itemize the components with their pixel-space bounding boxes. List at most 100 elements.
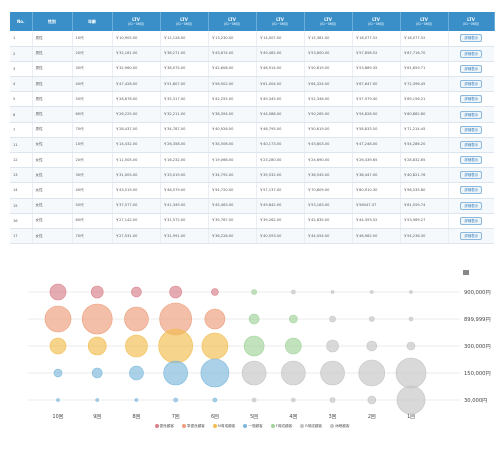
bubble-point[interactable]: [320, 360, 345, 386]
bubble-point[interactable]: [251, 397, 257, 403]
ltv-cell: ￥57,137.00: [256, 182, 305, 199]
gender-cell: 男性: [32, 61, 73, 78]
bubble-point[interactable]: [326, 339, 339, 353]
ltv-cell: ￥36,545.00: [304, 167, 353, 184]
age-cell: 50代: [72, 198, 113, 214]
detail-button[interactable]: 詳細表示: [460, 110, 483, 119]
ltv-cell: ￥67,647.00: [352, 76, 401, 93]
ltv-cell: ￥11,505.00: [112, 152, 161, 169]
bubble-point[interactable]: [285, 337, 302, 355]
detail-button[interactable]: 詳細表示: [460, 34, 483, 43]
bubble-point[interactable]: [95, 398, 100, 402]
bubble-point[interactable]: [211, 288, 219, 296]
bubble-point[interactable]: [134, 398, 139, 402]
age-cell: 10代: [72, 31, 113, 47]
detail-button[interactable]: 詳細表示: [460, 232, 483, 241]
detail-cell: 詳細表示: [448, 122, 494, 138]
bubble-point[interactable]: [204, 308, 226, 330]
column-header-2: 年齢: [72, 12, 113, 31]
detail-button[interactable]: 詳細表示: [460, 140, 483, 149]
bubble-point[interactable]: [131, 286, 142, 298]
ltv-cell: ￥46,579.00: [160, 182, 209, 199]
bubble-point[interactable]: [158, 328, 193, 364]
detail-cell: 詳細表示: [448, 91, 494, 108]
ltv-cell: ￥10,905.00: [112, 31, 161, 47]
bubble-point[interactable]: [368, 316, 375, 322]
legend-item[interactable]: 休眠顧客: [330, 424, 349, 429]
bubble-point[interactable]: [91, 367, 103, 379]
bubble-point[interactable]: [289, 314, 298, 324]
bubble-point[interactable]: [395, 357, 427, 389]
detail-button[interactable]: 詳細表示: [460, 49, 483, 58]
bubble-point[interactable]: [87, 336, 107, 356]
detail-button[interactable]: 詳細表示: [460, 216, 483, 225]
legend-item[interactable]: R育成顧客: [300, 424, 322, 429]
bubble-point[interactable]: [81, 303, 113, 335]
legend-item[interactable]: F育成顧客: [270, 424, 292, 429]
bubble-point[interactable]: [409, 290, 413, 294]
bubble-point[interactable]: [291, 289, 296, 295]
detail-button[interactable]: 詳細表示: [460, 186, 483, 195]
bubble-point[interactable]: [169, 285, 182, 299]
detail-button[interactable]: 詳細表示: [460, 171, 483, 180]
legend-item[interactable]: 一般顧客: [243, 424, 263, 429]
bubble-point[interactable]: [44, 305, 72, 333]
ltv-cell: ￥80,910.30: [352, 182, 401, 199]
detail-cell: 詳細表示: [448, 106, 494, 123]
bubble-point[interactable]: [173, 397, 178, 403]
bubble-point[interactable]: [358, 359, 386, 387]
bubble-point[interactable]: [49, 283, 67, 301]
bubble-point[interactable]: [49, 337, 67, 355]
ltv-cell: ￥35,317.00: [160, 91, 209, 108]
gender-cell: 女性: [32, 137, 73, 154]
detail-button[interactable]: 詳細表示: [460, 80, 483, 89]
x-tick-label: 9回: [93, 414, 101, 420]
bubble-point[interactable]: [125, 334, 148, 358]
bubble-point[interactable]: [366, 340, 378, 352]
bubble-point[interactable]: [329, 397, 336, 403]
ltv-cell: ￥61,659.71: [400, 61, 449, 78]
bubble-point[interactable]: [124, 306, 149, 332]
detail-button[interactable]: 詳細表示: [460, 125, 483, 134]
detail-button[interactable]: 詳細表示: [460, 64, 483, 73]
legend-label: 優良顧客: [159, 424, 174, 428]
ltv-cell: ￥19,066.00: [208, 152, 257, 169]
bubble-point[interactable]: [212, 397, 218, 403]
bubble-point[interactable]: [406, 341, 416, 351]
bubble-point[interactable]: [281, 360, 306, 386]
age-cell: 50代: [72, 91, 113, 108]
bubble-point[interactable]: [241, 360, 267, 386]
column-header-3: LTV (01~06月): [112, 12, 161, 31]
age-cell: 60代: [72, 106, 113, 123]
bubble-point[interactable]: [200, 358, 230, 388]
bubble-point[interactable]: [243, 335, 265, 357]
bubble-point[interactable]: [367, 395, 377, 405]
bubble-point[interactable]: [90, 285, 104, 299]
bubble-point[interactable]: [408, 316, 414, 322]
bubble-point[interactable]: [163, 360, 188, 386]
bubble-point[interactable]: [291, 397, 296, 403]
bubble-point[interactable]: [201, 332, 229, 360]
bubble-point[interactable]: [396, 385, 426, 415]
age-cell: 30代: [72, 61, 113, 78]
chart-settings-icon[interactable]: [463, 270, 469, 275]
legend-item[interactable]: 優良顧客: [154, 424, 174, 429]
bubble-point[interactable]: [330, 290, 335, 294]
bubble-point[interactable]: [56, 398, 60, 402]
bubble-point[interactable]: [53, 368, 63, 378]
detail-button[interactable]: 詳細表示: [460, 201, 483, 210]
legend-item[interactable]: M育成顧客: [212, 424, 235, 429]
ltv-cell: ￥61,004.00: [256, 76, 305, 93]
bubble-point[interactable]: [248, 313, 260, 325]
ltv-cell: ￥42,608.00: [208, 61, 257, 78]
legend-item[interactable]: 準優良顧客: [181, 424, 205, 429]
detail-button[interactable]: 詳細表示: [460, 156, 483, 165]
bubble-point[interactable]: [129, 365, 144, 381]
bubble-point[interactable]: [251, 289, 257, 295]
detail-button[interactable]: 詳細表示: [460, 95, 483, 104]
bubble-point[interactable]: [369, 290, 374, 294]
row-number: 2: [10, 46, 33, 62]
legend-label: 一般顧客: [248, 424, 263, 428]
detail-cell: 詳細表示: [448, 213, 494, 229]
bubble-point[interactable]: [329, 315, 336, 323]
